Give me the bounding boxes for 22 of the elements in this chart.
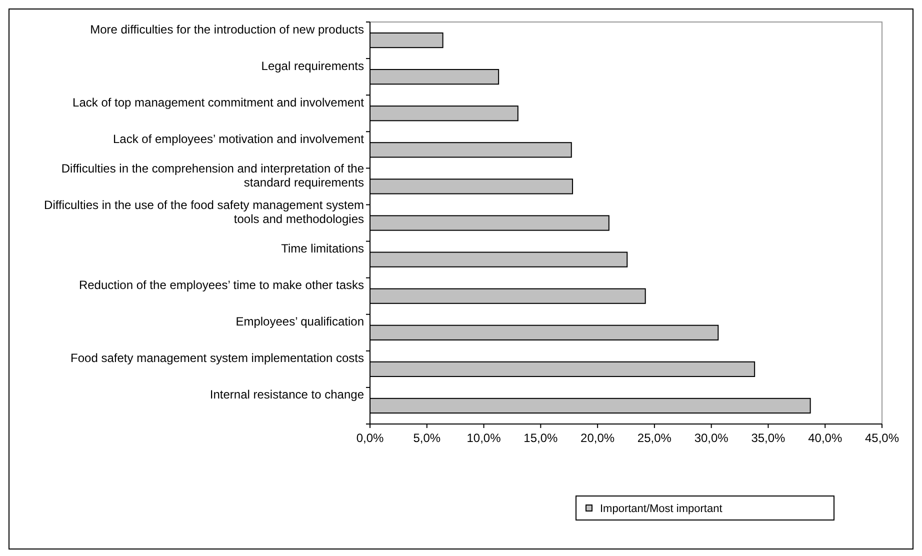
x-tick-label: 40,0% — [808, 431, 842, 445]
x-tick-label: 45,0% — [864, 431, 900, 445]
y-tick-label: Legal requirements — [261, 58, 364, 73]
y-tick-label: Food safety management system implementation costs — [70, 351, 364, 366]
y-tick-label: Time limitations — [281, 242, 364, 256]
y-tick-label: More difficulties for the introduction of new products — [90, 22, 364, 36]
x-tick-label: 15,0% — [524, 431, 558, 445]
y-tick-label: Reduction of the employees’ time to make other tasks — [78, 278, 364, 292]
x-tick-label: 20,0% — [580, 431, 615, 445]
x-tick-label: 0,0% — [356, 431, 384, 445]
x-tick-label: 10,0% — [466, 431, 502, 445]
x-tick-label: 30,0% — [694, 431, 729, 445]
y-tick-label: Internal resistance to change — [210, 388, 364, 402]
legend-label: Important/Most important — [600, 503, 722, 515]
x-tick-label: 5,0% — [413, 431, 441, 445]
x-tick-label: 35,0% — [751, 431, 786, 445]
y-tick-label: Difficulties in the use of the food safety management system tools and methodologies — [44, 198, 364, 226]
y-tick-label: Lack of employees’ motivation and involvement — [112, 132, 365, 146]
y-tick-label: Employees’ qualification — [236, 314, 364, 329]
y-tick-label: Difficulties in the comprehension and interpretation of the standard requirements — [61, 161, 364, 190]
y-tick-label: Lack of top management commitment and involvement — [72, 95, 365, 110]
x-tick-label: 25,0% — [637, 431, 672, 445]
